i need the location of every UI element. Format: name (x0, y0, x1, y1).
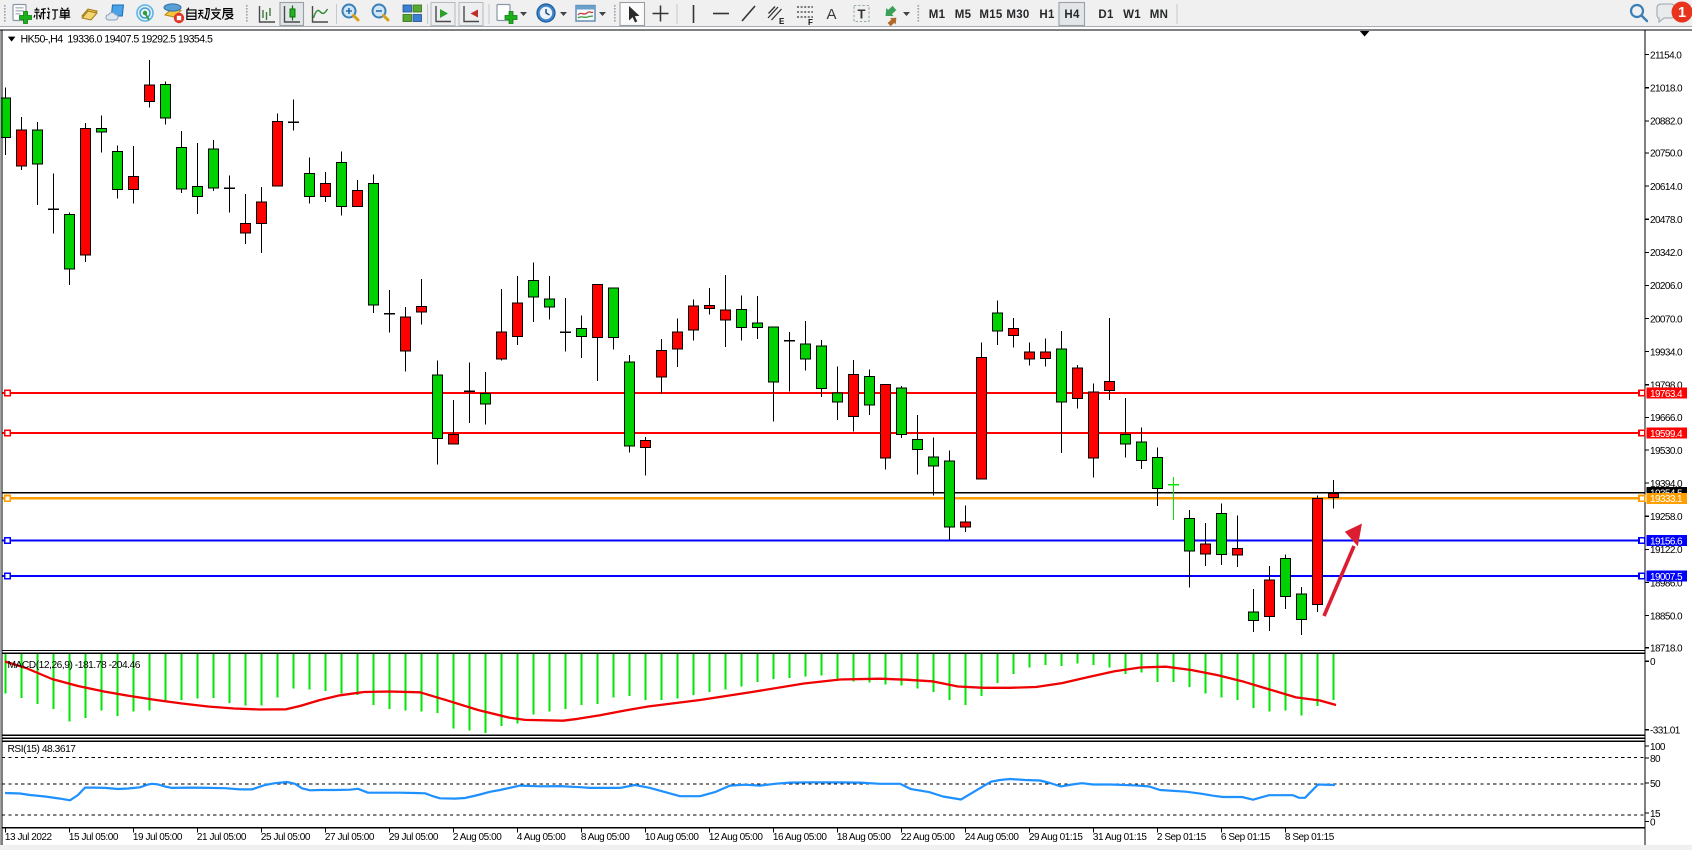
svg-text:MN: MN (1150, 9, 1169, 21)
svg-text:8 Sep 01:15: 8 Sep 01:15 (1285, 832, 1335, 843)
svg-text:M15: M15 (979, 9, 1003, 21)
svg-text:19333.1: 19333.1 (1650, 494, 1683, 505)
svg-text:2 Aug 05:00: 2 Aug 05:00 (453, 832, 502, 843)
svg-text:21 Jul 05:00: 21 Jul 05:00 (197, 832, 247, 843)
svg-text:2 Sep 01:15: 2 Sep 01:15 (1157, 832, 1207, 843)
svg-text:-331.01: -331.01 (1650, 726, 1681, 737)
svg-text:31 Aug 01:15: 31 Aug 01:15 (1093, 832, 1147, 843)
svg-text:29 Aug 01:15: 29 Aug 01:15 (1029, 832, 1083, 843)
svg-text:100: 100 (1650, 742, 1666, 753)
svg-text:21154.0: 21154.0 (1650, 50, 1682, 61)
svg-text:50: 50 (1650, 779, 1661, 790)
svg-text:25 Jul 05:00: 25 Jul 05:00 (261, 832, 311, 843)
svg-text:0: 0 (1650, 657, 1656, 668)
svg-text:20750.0: 20750.0 (1650, 149, 1683, 160)
svg-text:19122.0: 19122.0 (1650, 545, 1683, 556)
svg-text:19258.0: 19258.0 (1650, 512, 1683, 523)
svg-text:20478.0: 20478.0 (1650, 215, 1683, 226)
svg-text:A: A (827, 6, 837, 23)
svg-text:13 Jul 2022: 13 Jul 2022 (5, 832, 53, 843)
svg-text:1: 1 (1678, 5, 1686, 21)
svg-text:18850.0: 18850.0 (1650, 611, 1683, 622)
svg-text:22 Aug 05:00: 22 Aug 05:00 (901, 832, 955, 843)
svg-text:HK50-,H4 19336.0 19407.5 1929: HK50-,H4 19336.0 19407.5 19292.5 19354.5 (21, 34, 214, 46)
svg-text:21018.0: 21018.0 (1650, 84, 1683, 95)
svg-text:18986.0: 18986.0 (1650, 578, 1683, 589)
svg-text:18718.0: 18718.0 (1650, 644, 1683, 655)
svg-text:16 Aug 05:00: 16 Aug 05:00 (773, 832, 827, 843)
svg-text:19934.0: 19934.0 (1650, 347, 1683, 358)
svg-text:19798.0: 19798.0 (1650, 381, 1683, 392)
svg-text:19 Jul 05:00: 19 Jul 05:00 (133, 832, 183, 843)
svg-text:29 Jul 05:00: 29 Jul 05:00 (389, 832, 439, 843)
svg-text:F: F (808, 18, 813, 27)
svg-text:20342.0: 20342.0 (1650, 248, 1683, 259)
svg-text:15 Jul 05:00: 15 Jul 05:00 (69, 832, 119, 843)
svg-text:15: 15 (1650, 809, 1661, 820)
svg-text:20070.0: 20070.0 (1650, 314, 1683, 325)
svg-text:18 Aug 05:00: 18 Aug 05:00 (837, 832, 891, 843)
svg-text:0: 0 (1650, 817, 1656, 828)
svg-text:RSI(15) 48.3617: RSI(15) 48.3617 (8, 744, 77, 755)
svg-text:M30: M30 (1006, 9, 1029, 21)
svg-text:19599.4: 19599.4 (1650, 429, 1683, 440)
svg-text:19763.4: 19763.4 (1650, 389, 1683, 400)
svg-text:20882.0: 20882.0 (1650, 117, 1683, 128)
svg-text:20614.0: 20614.0 (1650, 182, 1683, 193)
svg-text:20206.0: 20206.0 (1650, 281, 1683, 292)
svg-text:19394.0: 19394.0 (1650, 479, 1683, 490)
svg-text:12 Aug 05:00: 12 Aug 05:00 (709, 832, 763, 843)
svg-text:4 Aug 05:00: 4 Aug 05:00 (517, 832, 566, 843)
svg-text:D1: D1 (1098, 9, 1114, 21)
svg-text:T: T (858, 7, 866, 22)
svg-text:6 Sep 01:15: 6 Sep 01:15 (1221, 832, 1271, 843)
svg-text:H4: H4 (1064, 9, 1080, 21)
svg-text:M1: M1 (929, 9, 946, 21)
svg-text:H1: H1 (1039, 9, 1055, 21)
svg-text:24 Aug 05:00: 24 Aug 05:00 (965, 832, 1019, 843)
svg-text:19007.5: 19007.5 (1650, 572, 1683, 583)
svg-text:80: 80 (1650, 754, 1661, 765)
svg-text:MACD(12,26,9) -181.78 -204.46: MACD(12,26,9) -181.78 -204.46 (8, 660, 141, 671)
svg-text:E: E (779, 17, 785, 26)
svg-text:27 Jul 05:00: 27 Jul 05:00 (325, 832, 375, 843)
svg-text:8 Aug 05:00: 8 Aug 05:00 (581, 832, 630, 843)
svg-text:19530.0: 19530.0 (1650, 446, 1683, 457)
svg-text:10 Aug 05:00: 10 Aug 05:00 (645, 832, 699, 843)
svg-text:19666.0: 19666.0 (1650, 413, 1683, 424)
svg-text:19156.6: 19156.6 (1650, 536, 1683, 547)
svg-text:M5: M5 (955, 9, 972, 21)
svg-text:W1: W1 (1123, 9, 1141, 21)
